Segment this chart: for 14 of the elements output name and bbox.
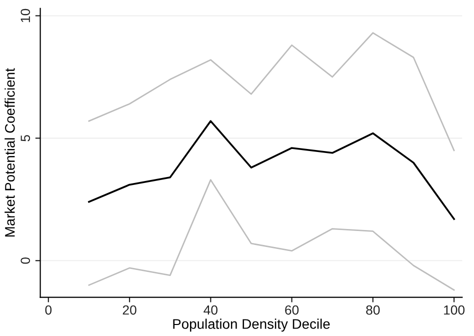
x-tick-label: 20 — [122, 305, 136, 315]
line-series — [88, 179, 455, 291]
line-series — [88, 120, 455, 220]
x-tick-label: 0 — [45, 305, 52, 315]
y-tick-label: 5 — [20, 135, 30, 142]
x-tick-label: 80 — [366, 305, 380, 315]
y-tick-label: 10 — [20, 8, 30, 22]
line-series — [88, 32, 455, 152]
x-tick-label: 40 — [204, 305, 218, 315]
y-axis-title: Market Potential Coefficient — [4, 68, 15, 237]
x-axis-title: Population Density Decile — [173, 318, 330, 332]
x-tick-label: 60 — [285, 305, 299, 315]
y-tick-label: 0 — [20, 257, 30, 264]
x-tick-label: 100 — [444, 305, 465, 315]
